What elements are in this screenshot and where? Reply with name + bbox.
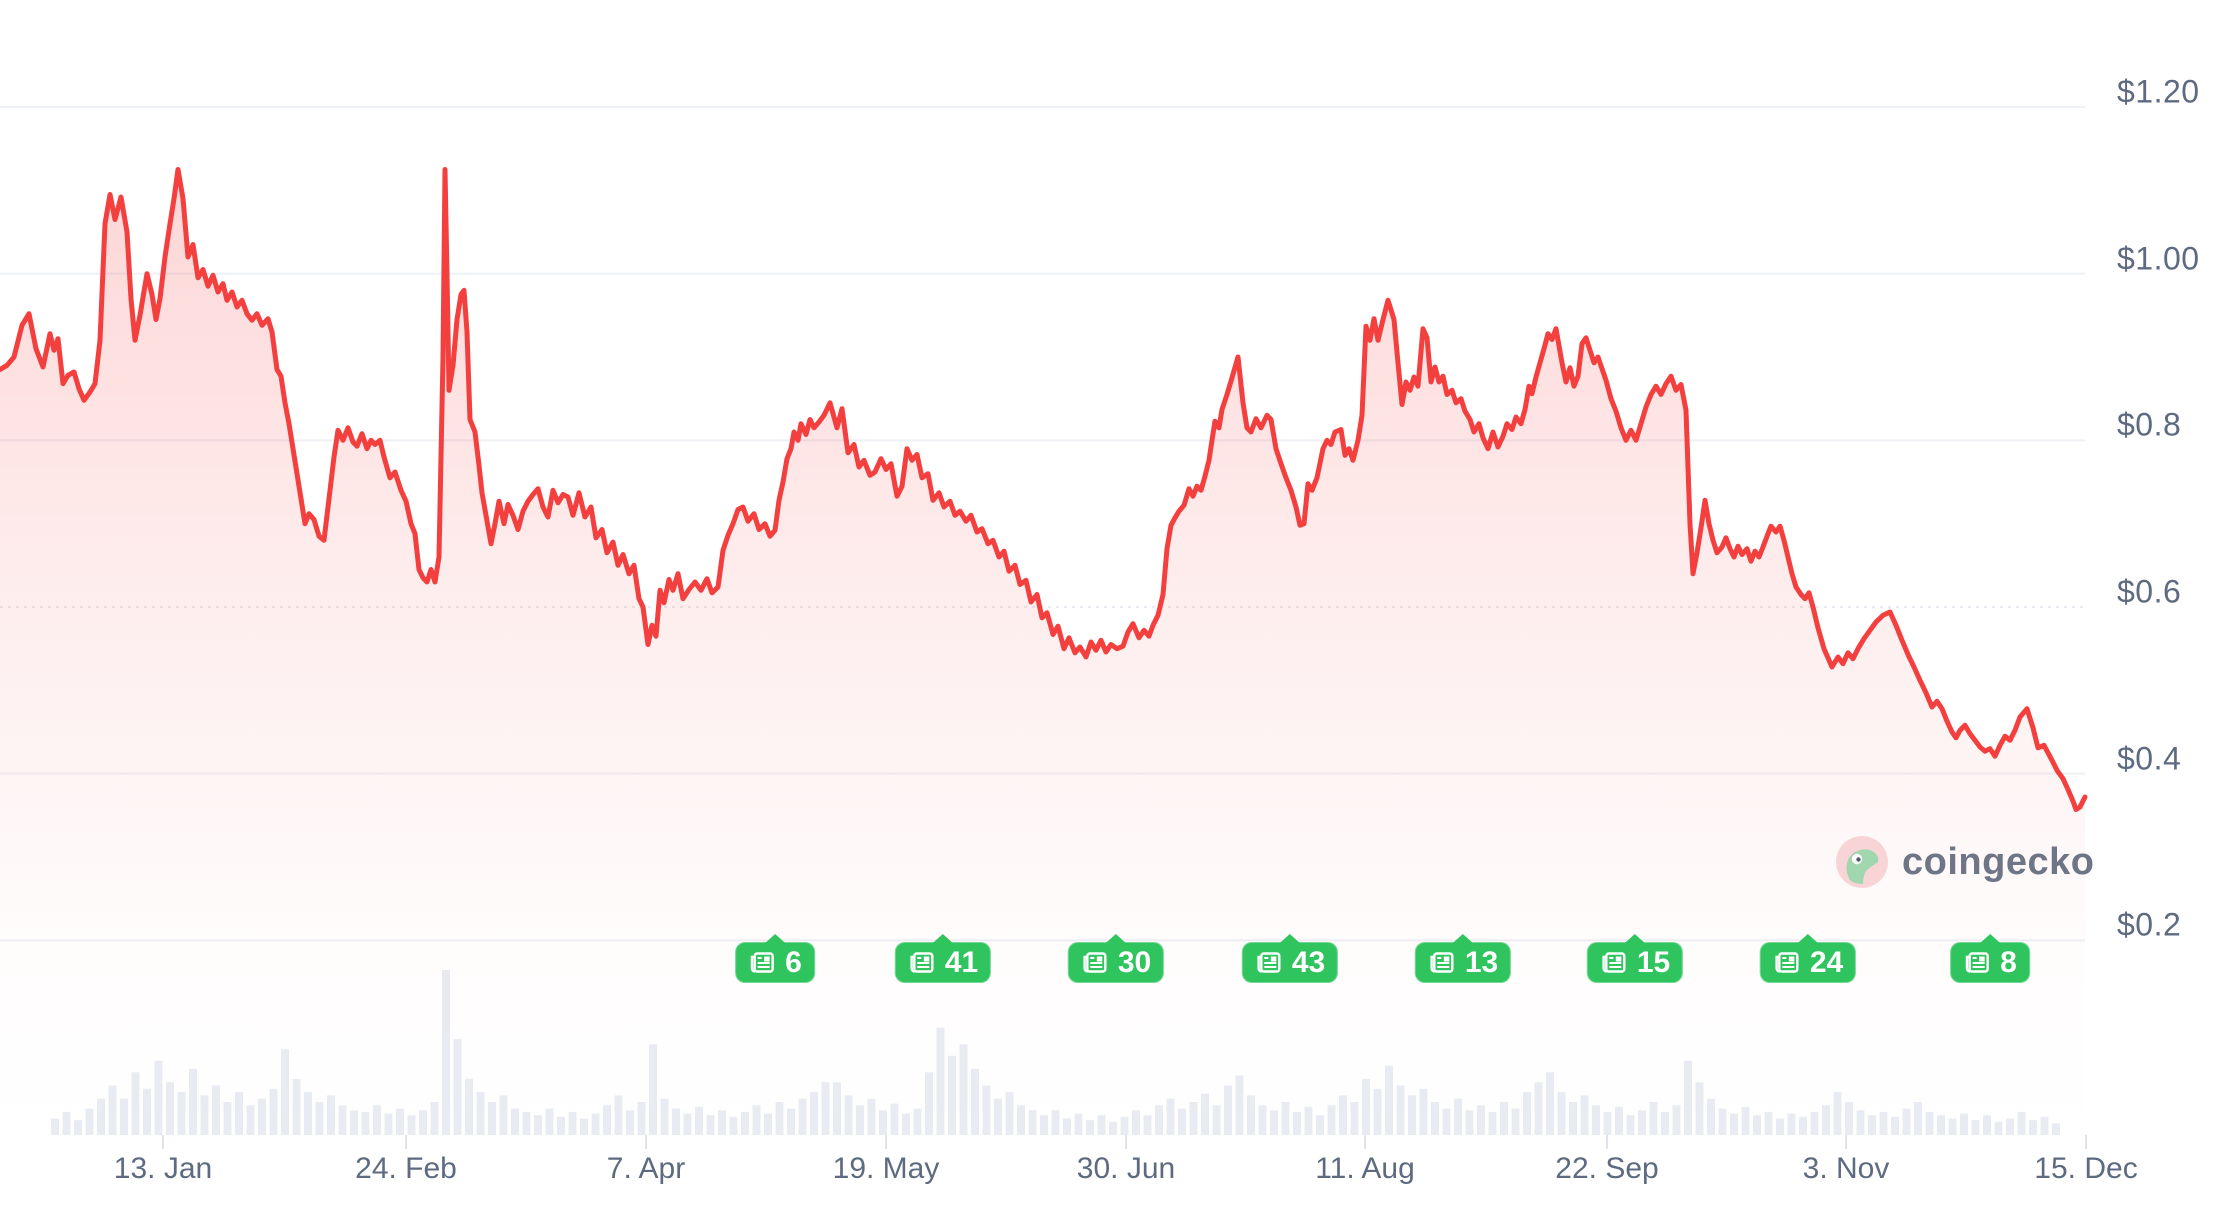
newspaper-icon — [750, 951, 774, 973]
x-axis-label: 11. Aug — [1315, 1152, 1415, 1185]
x-axis-label: 7. Apr — [606, 1152, 686, 1185]
news-count: 30 — [1117, 945, 1152, 979]
y-axis-label: $0.4 — [2117, 740, 2182, 777]
newspaper-icon — [1965, 951, 1989, 973]
news-badge-24[interactable]: 24 — [1759, 934, 1857, 983]
y-axis-label: $0.2 — [2117, 906, 2182, 943]
newspaper-icon — [1602, 951, 1626, 973]
badge-pointer — [765, 934, 785, 943]
newspaper-icon — [1257, 951, 1281, 973]
x-axis-label: 22. Sep — [1555, 1152, 1659, 1185]
y-axis-label: $0.6 — [2117, 573, 2182, 610]
badge-pointer — [1453, 934, 1473, 943]
badge-pointer — [1798, 934, 1818, 943]
news-badge-6[interactable]: 6 — [735, 934, 815, 983]
news-count: 13 — [1464, 945, 1499, 979]
badge-pointer — [1980, 934, 2000, 943]
news-count: 43 — [1291, 945, 1326, 979]
newspaper-icon — [1775, 951, 1799, 973]
price-line — [0, 167, 2088, 812]
badge-pointer — [933, 934, 953, 943]
news-count: 8 — [2000, 945, 2017, 979]
news-count: 15 — [1636, 945, 1671, 979]
coingecko-watermark[interactable]: coingecko — [1836, 834, 2094, 890]
news-badge-8[interactable]: 8 — [1950, 934, 2030, 983]
newspaper-icon — [1430, 951, 1454, 973]
y-axis-label: $1.00 — [2117, 240, 2200, 277]
x-axis-label: 15. Dec — [2034, 1152, 2138, 1185]
x-axis-label: 3. Nov — [1802, 1152, 1890, 1185]
news-count: 41 — [944, 945, 979, 979]
price-area-fill — [0, 169, 2085, 1135]
badge-pointer — [1280, 934, 1300, 943]
x-axis-label: 24. Feb — [355, 1152, 457, 1185]
coingecko-logo-icon — [1836, 836, 1888, 888]
coingecko-wordmark: coingecko — [1902, 840, 2095, 883]
news-badge-15[interactable]: 15 — [1586, 934, 1684, 983]
news-badge-13[interactable]: 13 — [1414, 934, 1512, 983]
news-badge-43[interactable]: 43 — [1241, 934, 1339, 983]
news-badge-41[interactable]: 41 — [894, 934, 992, 983]
y-axis-label: $0.8 — [2117, 406, 2182, 443]
newspaper-icon — [1083, 951, 1107, 973]
x-axis-label: 30. Jun — [1076, 1152, 1176, 1185]
y-axis-label: $1.20 — [2117, 73, 2200, 110]
x-axis-label: 13. Jan — [113, 1152, 213, 1185]
news-count: 24 — [1809, 945, 1844, 979]
badge-pointer — [1106, 934, 1126, 943]
newspaper-icon — [910, 951, 934, 973]
news-count: 6 — [785, 945, 802, 979]
news-badge-30[interactable]: 30 — [1067, 934, 1165, 983]
x-axis-label: 19. May — [832, 1152, 940, 1185]
x-axis-ticks — [162, 1135, 2087, 1149]
badge-pointer — [1625, 934, 1645, 943]
